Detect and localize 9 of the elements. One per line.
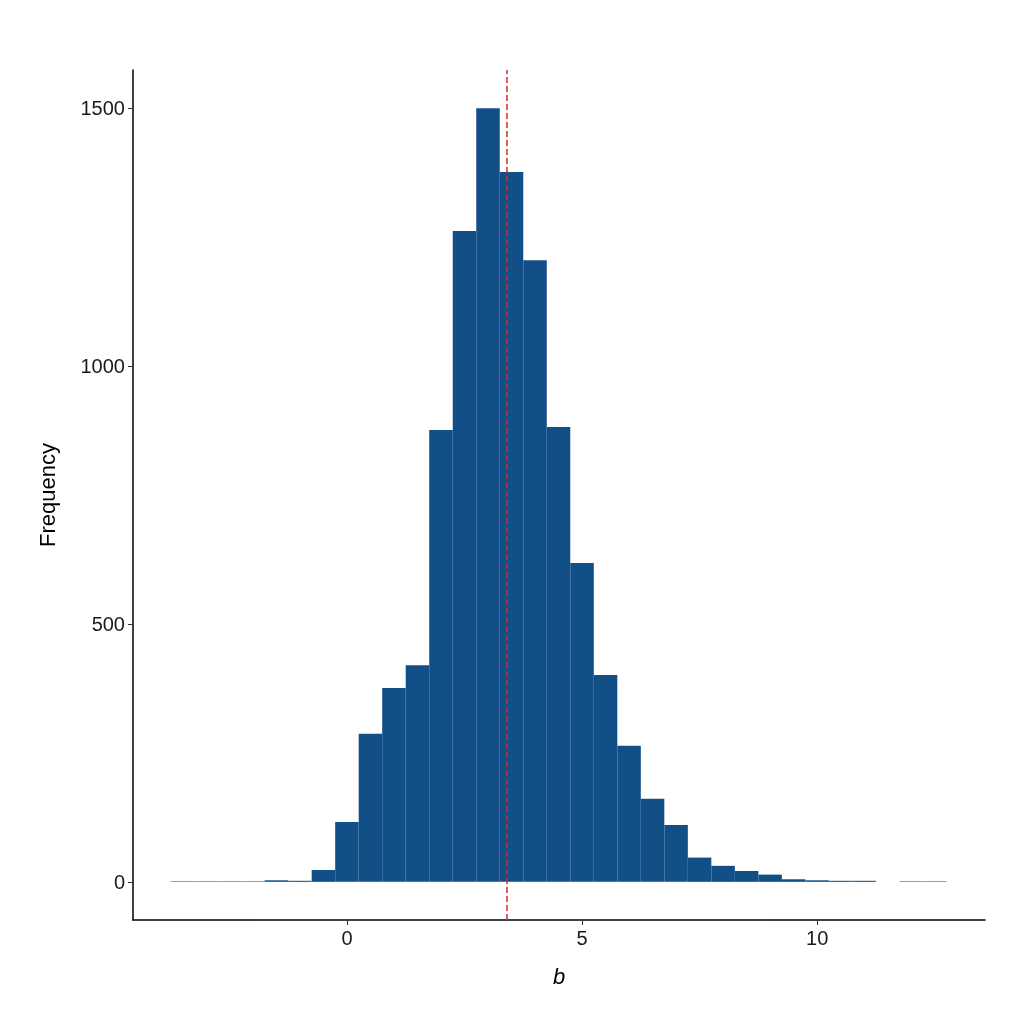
- x-tick-label: 0: [341, 927, 353, 949]
- y-axis-title: Frequency: [34, 443, 60, 547]
- y-tick-label: 1000: [80, 355, 125, 378]
- y-tick-label: 0: [113, 870, 125, 893]
- y-tick-label: 1500: [80, 97, 125, 120]
- x-axis-title: b: [552, 963, 566, 989]
- y-tick-label: 500: [91, 612, 125, 635]
- x-tick-label: 5: [576, 927, 588, 949]
- x-tick-label: 10: [806, 927, 829, 949]
